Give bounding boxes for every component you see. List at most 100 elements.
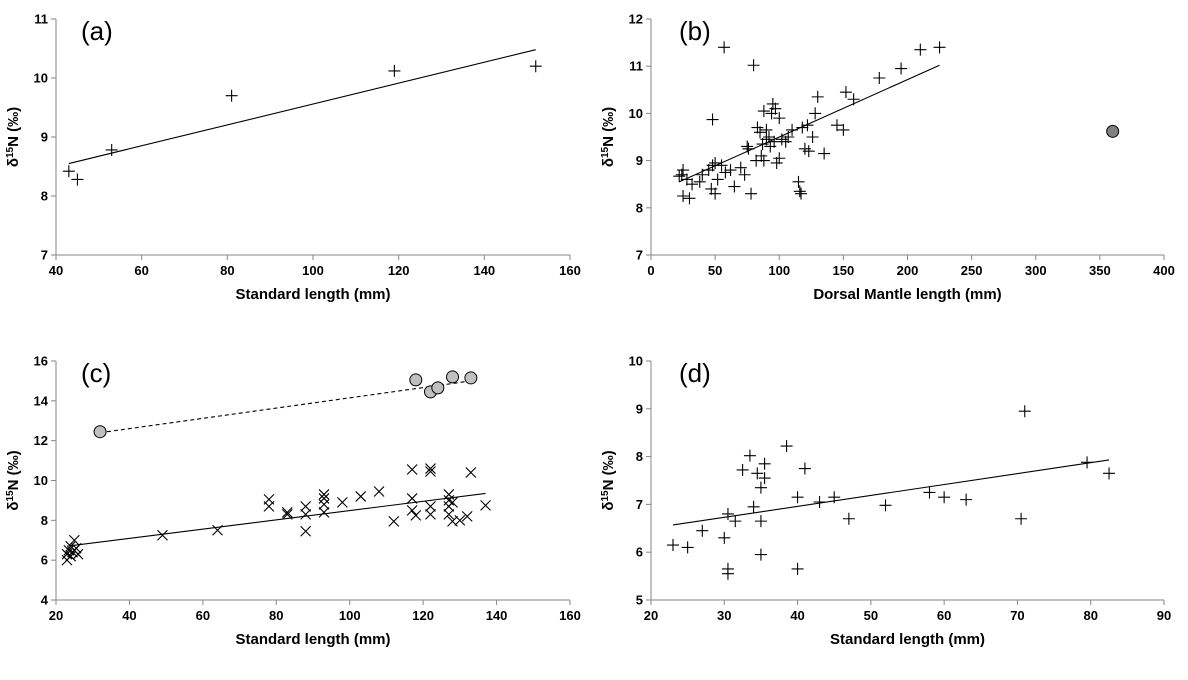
data-point-plus: [680, 173, 693, 186]
data-point-cross: [388, 515, 400, 527]
data-point-plus: [719, 166, 732, 179]
data-point-cross: [68, 534, 80, 546]
data-point-plus: [811, 90, 824, 103]
data-point-cross: [454, 514, 466, 526]
y-axis-title: δ15N (‰): [5, 450, 23, 510]
data-point-plus: [960, 493, 973, 506]
data-point-plus: [105, 143, 118, 156]
data-point-plus: [796, 121, 809, 134]
y-tick-label: 10: [629, 354, 643, 369]
x-tick-label: 140: [473, 263, 495, 278]
data-point-cross: [318, 499, 330, 510]
data-point-plus: [741, 140, 754, 153]
data-point-plus: [757, 105, 770, 118]
trendline-dashed: [99, 380, 471, 434]
data-point-plus: [791, 491, 804, 504]
data-point-plus: [747, 59, 760, 72]
x-tick-label: 350: [1089, 263, 1111, 278]
data-point-plus: [754, 126, 767, 139]
x-tick-label: 40: [49, 263, 63, 278]
data-point-plus: [791, 562, 804, 575]
x-axis-title: Standard length (mm): [830, 631, 985, 648]
y-tick-label: 11: [629, 59, 643, 74]
data-point-plus: [818, 147, 831, 160]
data-point-cross: [425, 501, 436, 512]
data-point-plus: [779, 135, 792, 148]
data-point-plus: [696, 168, 709, 181]
x-tick-label: 70: [1010, 608, 1024, 623]
data-point-plus: [760, 123, 773, 136]
data-point-circle: [1106, 124, 1120, 138]
chart-panel-d: 20 30 40 50 60 70 80 90 5 6 7 8 9 10 Standard length (…: [600, 354, 1172, 649]
data-point-plus: [770, 156, 783, 169]
trendline: [68, 49, 536, 165]
panel-label: (c): [81, 358, 111, 388]
data-point-cross: [480, 500, 491, 511]
data-point-plus: [686, 178, 699, 191]
x-tick-label: 20: [644, 608, 658, 623]
data-point-plus: [773, 112, 786, 125]
data-point-plus: [683, 192, 696, 205]
y-axis-title-rest: N (‰): [5, 107, 22, 147]
y-axis-title-superscript: 15: [600, 490, 611, 502]
data-point-plus: [755, 149, 768, 162]
y-tick-label: 10: [629, 106, 643, 121]
data-point-plus: [718, 531, 731, 544]
y-tick-label: 7: [636, 248, 643, 263]
data-point-plus: [693, 175, 706, 188]
data-point-cross: [425, 463, 436, 474]
data-point-plus: [830, 119, 843, 132]
data-point-plus: [681, 541, 694, 554]
y-axis-title-rest: N (‰): [600, 450, 617, 490]
x-tick-label: 160: [559, 608, 581, 623]
data-point-plus: [1081, 456, 1094, 469]
x-tick-label: 80: [1083, 608, 1097, 623]
y-tick-label: 10: [34, 71, 48, 86]
data-point-plus: [806, 131, 819, 143]
x-tick-label: 60: [196, 608, 210, 623]
data-point-plus: [809, 107, 822, 120]
data-point-plus: [786, 123, 799, 136]
data-point-cross: [281, 508, 293, 520]
data-point-plus: [709, 156, 722, 169]
y-tick-label: 8: [41, 513, 48, 528]
data-point-cross: [406, 493, 418, 504]
data-point-plus: [839, 86, 852, 99]
data-point-plus: [747, 500, 760, 513]
x-tick-label: 140: [486, 608, 508, 623]
data-point-plus: [754, 548, 767, 561]
panel-label: (a): [81, 16, 113, 46]
trendline: [66, 492, 486, 547]
data-point-plus: [728, 180, 741, 193]
y-tick-label: 5: [636, 593, 643, 608]
data-point-plus: [801, 119, 814, 132]
data-point-plus: [721, 507, 734, 520]
x-tick-label: 100: [339, 608, 361, 623]
y-axis-title-superscript: 15: [600, 146, 611, 158]
data-point-circle: [446, 370, 460, 384]
data-point-cross: [318, 489, 330, 500]
data-point-plus: [715, 159, 728, 172]
data-point-cross: [318, 506, 330, 518]
data-point-cross: [63, 544, 75, 556]
data-point-cross: [65, 550, 77, 562]
x-axis-title: Standard length (mm): [235, 631, 390, 648]
data-point-plus: [673, 170, 686, 183]
data-point-plus: [782, 131, 795, 143]
data-point-cross: [425, 466, 436, 477]
data-point-plus: [754, 515, 767, 528]
data-point-plus: [813, 496, 826, 509]
data-point-plus: [795, 187, 808, 200]
data-point-plus: [773, 152, 786, 165]
x-tick-label: 150: [833, 263, 855, 278]
x-tick-label: 90: [1157, 608, 1171, 623]
data-point-circle: [464, 371, 478, 385]
data-point-plus: [729, 515, 742, 528]
x-tick-label: 250: [961, 263, 983, 278]
data-point-plus: [923, 486, 936, 499]
y-tick-label: 9: [636, 153, 643, 168]
x-tick-label: 100: [302, 263, 324, 278]
data-point-plus: [696, 524, 709, 537]
y-tick-label: 8: [41, 189, 48, 204]
data-point-plus: [914, 43, 927, 56]
